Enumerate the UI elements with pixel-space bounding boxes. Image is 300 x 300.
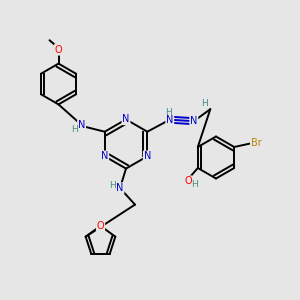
Text: N: N: [78, 120, 85, 130]
Text: O: O: [184, 176, 192, 186]
Text: N: N: [190, 116, 197, 126]
Text: N: N: [144, 151, 151, 161]
Text: H: H: [191, 180, 198, 189]
Text: N: N: [166, 115, 173, 125]
Text: H: H: [71, 125, 78, 134]
Text: O: O: [97, 221, 104, 231]
Text: H: H: [165, 108, 172, 117]
Text: N: N: [122, 114, 130, 124]
Text: N: N: [116, 183, 124, 193]
Text: H: H: [109, 181, 116, 190]
Text: Br: Br: [251, 138, 262, 148]
Text: H: H: [202, 99, 208, 108]
Text: O: O: [55, 45, 62, 55]
Text: N: N: [101, 151, 108, 161]
